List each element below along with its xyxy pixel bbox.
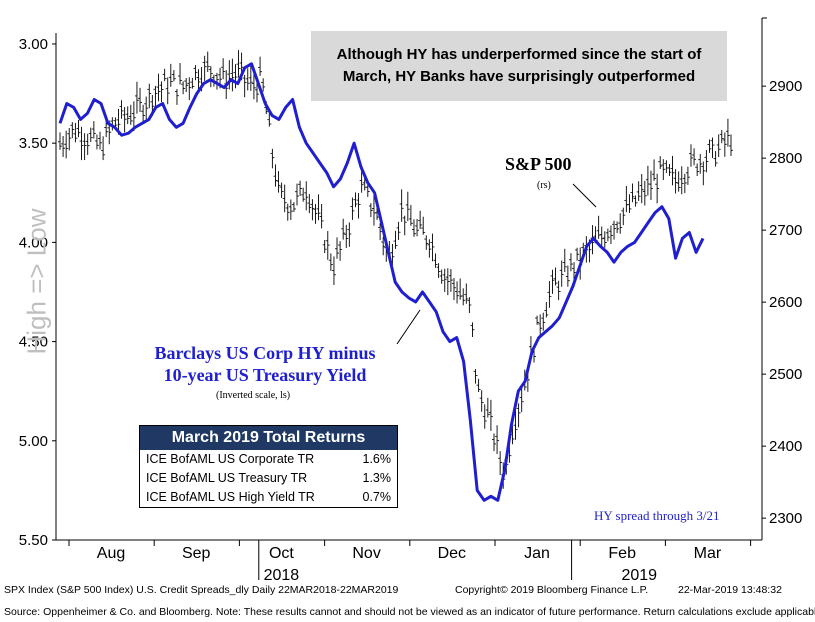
hy-label-line2: 10-year US Treasury Yield (163, 365, 367, 385)
x-month-label: Aug (97, 545, 125, 562)
right-tick-label: 2400 (769, 438, 802, 455)
left-tick-label: 4.50 (19, 334, 48, 351)
sp500-sublabel: (rs) (537, 180, 551, 191)
right-tick-label: 2700 (769, 222, 802, 239)
left-tick-label: 3.50 (19, 135, 48, 152)
footer-timestamp: 22-Mar-2019 13:48:32 (678, 584, 782, 596)
x-month-label: Nov (352, 545, 380, 562)
hy-label-line1: Barclays US Corp HY minus (154, 343, 376, 363)
returns-table-title: March 2019 Total Returns (140, 426, 397, 450)
returns-table: March 2019 Total Returns ICE BofAML US C… (139, 425, 398, 508)
x-month-label: Jan (524, 545, 550, 562)
hy-label-pointer (396, 309, 421, 345)
annotation-text: Although HY has underperformed since the… (336, 46, 702, 85)
left-tick-label: 5.50 (19, 532, 48, 549)
bottom-axis: Aug Sep Oct Nov Dec Jan Feb Mar 2018 2019 (56, 539, 762, 584)
x-month-label: Oct (269, 545, 294, 562)
left-tick-label: 3.00 (19, 36, 48, 53)
right-axis: 2300 2400 2500 2600 2700 2800 2900 (761, 17, 802, 540)
right-tick-label: 2800 (769, 150, 802, 167)
x-year-label: 2019 (621, 567, 657, 584)
hy-through-note: HY spread through 3/21 (594, 508, 720, 523)
sp-label-pointer (572, 183, 597, 208)
footer-series-info: SPX Index (S&P 500 Index) U.S. Credit Sp… (4, 584, 399, 596)
x-month-label: Feb (608, 545, 636, 562)
footer-copyright: Copyright© 2019 Bloomberg Finance L.P. (455, 584, 649, 596)
x-year-label: 2018 (264, 567, 300, 584)
annotation-box: Although HY has underperformed since the… (311, 31, 727, 101)
left-axis: 3.00 3.50 4.00 4.50 5.00 5.50 (19, 33, 57, 549)
right-tick-label: 2300 (769, 510, 802, 527)
right-tick-label: 2600 (769, 294, 802, 311)
left-tick-label: 4.00 (19, 234, 48, 251)
right-tick-label: 2900 (769, 78, 802, 95)
source-note: Source: Oppenheimer & Co. and Bloomberg.… (4, 606, 815, 618)
sp500-label: S&P 500 (505, 154, 572, 174)
left-tick-label: 5.00 (19, 433, 48, 450)
hy-spread-line (58, 62, 705, 502)
x-month-label: Mar (694, 545, 722, 562)
returns-row-value: 1.6% (362, 452, 392, 466)
returns-row-name: ICE BofAML US Corporate TR (146, 452, 315, 466)
returns-table-row: ICE BofAML US High Yield TR 0.7% (140, 488, 397, 507)
hy-spread-label: Barclays US Corp HY minus 10-year US Tre… (120, 342, 410, 386)
returns-row-value: 1.3% (362, 471, 392, 485)
hy-spread-sublabel: (Inverted scale, ls) (216, 390, 291, 401)
returns-row-name: ICE BofAML US High Yield TR (146, 490, 315, 504)
y-axis-left-label: High => Low (21, 208, 52, 355)
x-month-label: Dec (438, 545, 466, 562)
returns-table-row: ICE BofAML US Corporate TR 1.6% (140, 450, 397, 469)
returns-row-value: 0.7% (362, 490, 392, 504)
returns-row-name: ICE BofAML US Treasury TR (146, 471, 308, 485)
returns-table-row: ICE BofAML US Treasury TR 1.3% (140, 469, 397, 488)
right-tick-label: 2500 (769, 366, 802, 383)
sp500-bars (58, 50, 734, 489)
x-month-label: Sep (182, 545, 211, 562)
